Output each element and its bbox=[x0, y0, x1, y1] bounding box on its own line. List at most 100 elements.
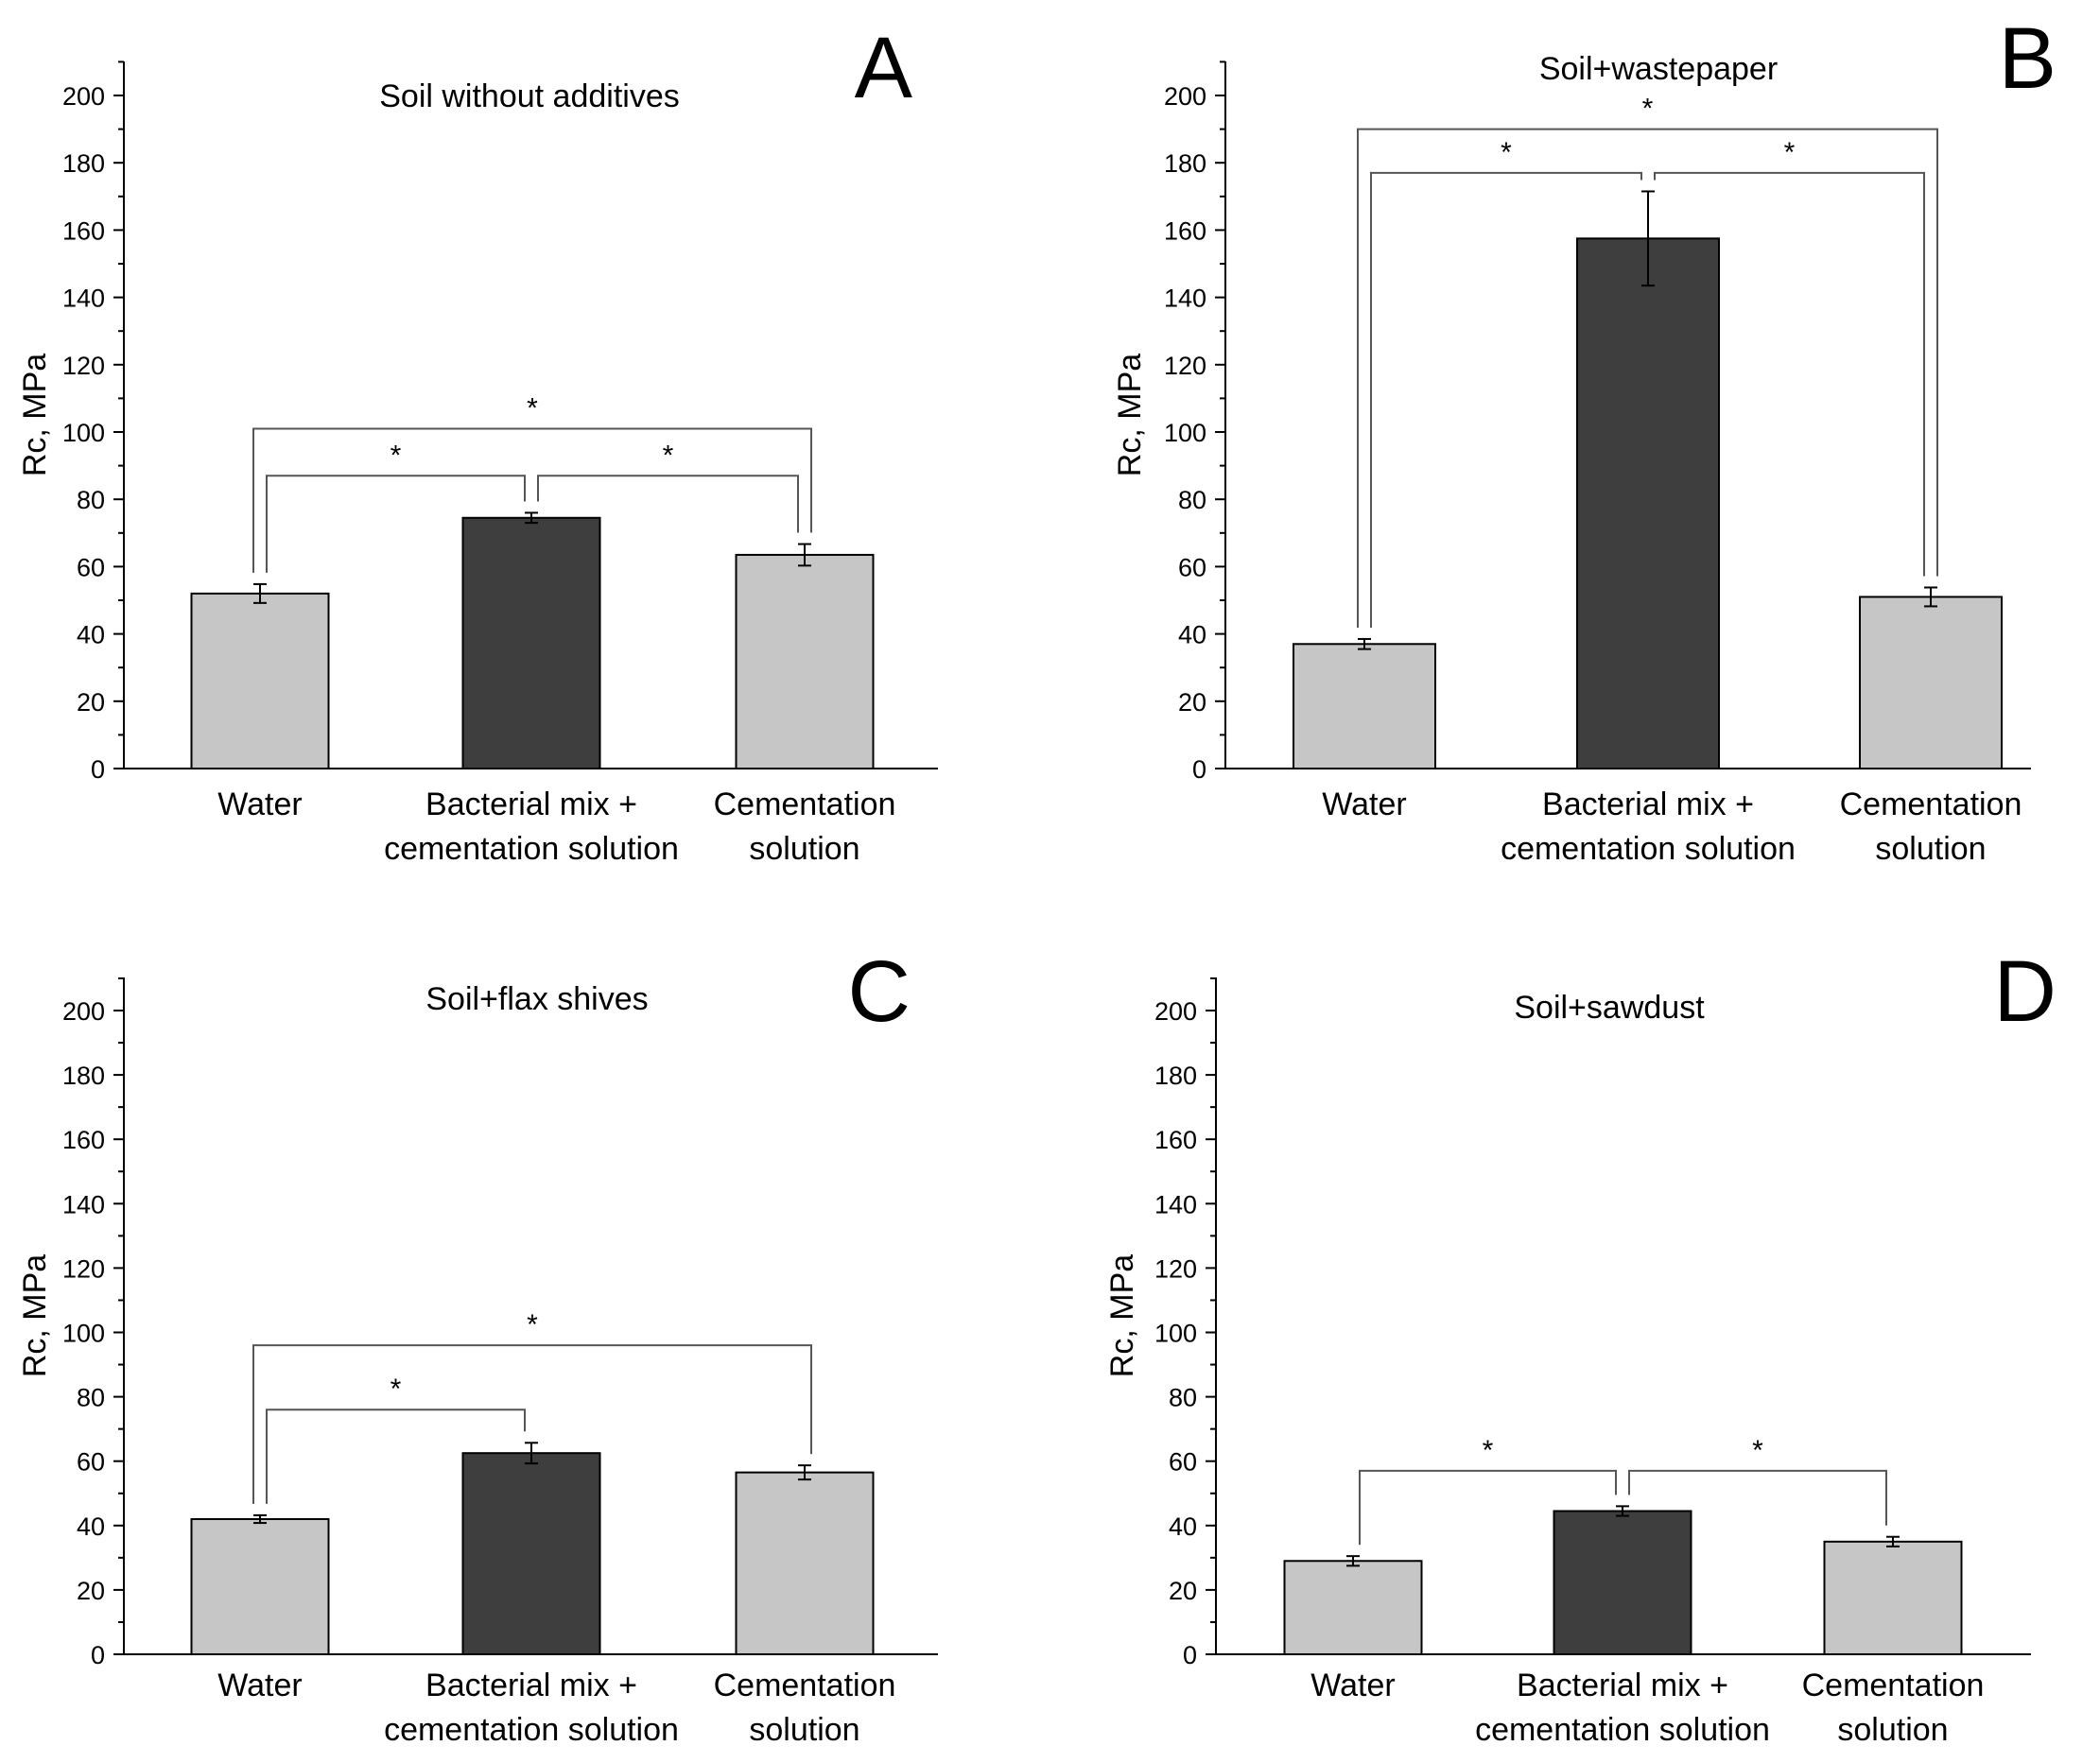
bar bbox=[463, 1453, 600, 1654]
y-axis-label: Rc, MPa bbox=[17, 354, 53, 476]
category-label: Bacterial mix + cementation solution bbox=[384, 1668, 679, 1748]
category-label-line: Bacterial mix + bbox=[1517, 1668, 1728, 1703]
y-axis-label: Rc, MPa bbox=[17, 1254, 53, 1377]
y-tick-label: 100 bbox=[1154, 1320, 1197, 1348]
category-label-line: Water bbox=[217, 1668, 302, 1703]
category-label-line: Bacterial mix + bbox=[425, 786, 637, 822]
panel-letter: B bbox=[1999, 10, 2057, 107]
y-tick-label: 20 bbox=[1169, 1577, 1197, 1605]
bar bbox=[737, 555, 874, 769]
y-tick-label: 140 bbox=[1154, 1190, 1197, 1219]
y-tick-label: 60 bbox=[1169, 1448, 1197, 1477]
y-tick-label: 180 bbox=[1154, 1062, 1197, 1090]
y-tick-label: 80 bbox=[1178, 486, 1206, 514]
category-label-line: Water bbox=[217, 786, 302, 822]
category-label: Water bbox=[1322, 786, 1406, 822]
y-tick-label: 80 bbox=[77, 486, 105, 514]
y-tick-label: 160 bbox=[1154, 1126, 1197, 1154]
category-label-line: solution bbox=[749, 1712, 859, 1748]
y-axis-label: Rc, MPa bbox=[1104, 1254, 1140, 1377]
y-tick-label: 160 bbox=[1164, 216, 1206, 245]
chart-title: Soil+wastepaper bbox=[1539, 51, 1778, 87]
category-label-line: Water bbox=[1322, 786, 1406, 822]
y-tick-label: 120 bbox=[62, 1254, 105, 1283]
category-label-line: solution bbox=[1837, 1712, 1948, 1748]
y-tick-label: 200 bbox=[62, 82, 105, 111]
bar bbox=[463, 518, 600, 769]
y-tick-label: 180 bbox=[62, 1062, 105, 1090]
chart-panel-b: 020406080100120140160180200Rc, MPaSoil+w… bbox=[1112, 10, 2057, 867]
significance-marker: * bbox=[390, 440, 402, 471]
y-tick-label: 60 bbox=[1178, 553, 1206, 581]
category-label: Cementation solution bbox=[1802, 1668, 1985, 1748]
chart-panel-a: 020406080100120140160180200Rc, MPaSoil w… bbox=[17, 20, 938, 867]
y-tick-label: 140 bbox=[62, 1190, 105, 1219]
significance-marker: * bbox=[1501, 137, 1512, 168]
chart-panel-c: 020406080100120140160180200Rc, MPaSoil+f… bbox=[17, 943, 938, 1748]
significance-marker: * bbox=[390, 1374, 402, 1405]
category-label-line: solution bbox=[749, 831, 859, 867]
significance-marker: * bbox=[527, 392, 538, 423]
chart-panel-d: 020406080100120140160180200Rc, MPaSoil+s… bbox=[1104, 943, 2057, 1748]
significance-marker: * bbox=[1483, 1435, 1494, 1466]
y-tick-label: 20 bbox=[77, 688, 105, 717]
y-tick-label: 0 bbox=[91, 1641, 105, 1669]
y-tick-label: 20 bbox=[1178, 688, 1206, 717]
chart-title: Soil without additives bbox=[379, 78, 680, 114]
y-tick-label: 160 bbox=[62, 1126, 105, 1154]
significance-marker: * bbox=[1642, 94, 1654, 125]
y-tick-label: 40 bbox=[77, 621, 105, 649]
y-tick-label: 60 bbox=[77, 553, 105, 581]
y-tick-label: 100 bbox=[62, 419, 105, 447]
y-tick-label: 60 bbox=[77, 1448, 105, 1477]
category-label: Cementation solution bbox=[714, 1668, 896, 1748]
panel-letter: A bbox=[855, 20, 913, 116]
y-tick-label: 180 bbox=[1164, 149, 1206, 178]
category-label-line: cementation solution bbox=[384, 1712, 679, 1748]
y-tick-label: 80 bbox=[1169, 1384, 1197, 1412]
category-label: Water bbox=[1310, 1668, 1395, 1703]
chart-title: Soil+flax shives bbox=[425, 981, 648, 1017]
category-label-line: Water bbox=[1310, 1668, 1395, 1703]
bar bbox=[192, 1519, 329, 1654]
y-tick-label: 40 bbox=[77, 1512, 105, 1541]
y-tick-label: 0 bbox=[91, 755, 105, 784]
y-tick-label: 120 bbox=[1154, 1254, 1197, 1283]
y-tick-label: 80 bbox=[77, 1384, 105, 1412]
y-tick-label: 20 bbox=[77, 1577, 105, 1605]
category-label-line: Bacterial mix + bbox=[425, 1668, 637, 1703]
bar bbox=[1577, 238, 1719, 769]
y-tick-label: 140 bbox=[62, 285, 105, 313]
y-tick-label: 200 bbox=[62, 997, 105, 1026]
category-label-line: solution bbox=[1875, 831, 1986, 867]
y-axis-label: Rc, MPa bbox=[1112, 354, 1148, 476]
category-label: Water bbox=[217, 786, 302, 822]
category-label: Bacterial mix +cementation solution bbox=[384, 786, 679, 867]
significance-marker: * bbox=[527, 1309, 538, 1340]
bar bbox=[1860, 596, 2002, 769]
category-label: Cementationsolution bbox=[1840, 786, 2022, 867]
significance-marker: * bbox=[1752, 1435, 1763, 1466]
bar bbox=[1285, 1561, 1422, 1654]
category-label: Cementationsolution bbox=[714, 786, 896, 867]
y-tick-label: 100 bbox=[1164, 419, 1206, 447]
panel-letter: C bbox=[848, 943, 911, 1040]
bar bbox=[737, 1473, 874, 1654]
bar bbox=[1554, 1511, 1692, 1654]
y-tick-label: 140 bbox=[1164, 285, 1206, 313]
bar bbox=[192, 594, 329, 769]
category-label-line: cementation solution bbox=[1475, 1712, 1770, 1748]
bar bbox=[1825, 1542, 1962, 1654]
category-label-line: Cementation bbox=[714, 1668, 896, 1703]
significance-marker: * bbox=[1784, 137, 1796, 168]
category-label-line: Cementation bbox=[1802, 1668, 1985, 1703]
category-label: Bacterial mix + cementation solution bbox=[1475, 1668, 1770, 1748]
category-label: Water bbox=[217, 1668, 302, 1703]
panel-letter: D bbox=[1994, 943, 2057, 1040]
y-tick-label: 120 bbox=[1164, 352, 1206, 380]
bar bbox=[1293, 644, 1435, 769]
y-tick-label: 40 bbox=[1178, 621, 1206, 649]
category-label: Bacterial mix +cementation solution bbox=[1501, 786, 1796, 867]
y-tick-label: 0 bbox=[1183, 1641, 1197, 1669]
